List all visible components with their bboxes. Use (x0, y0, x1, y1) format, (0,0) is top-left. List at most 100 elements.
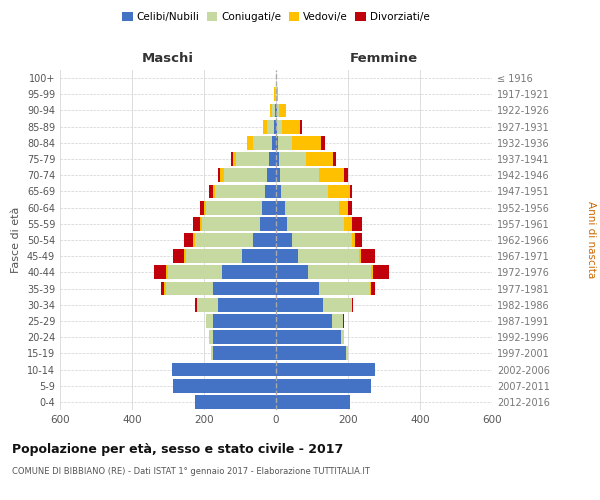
Bar (278, 136, 292, 149)
Bar (263, 120, 267, 134)
Bar (306, 152, 333, 166)
Bar (346, 346, 348, 360)
Bar (267, 168, 276, 182)
Bar (348, 200, 352, 214)
Bar (274, 120, 276, 134)
Bar (195, 233, 253, 247)
Bar (355, 233, 362, 247)
Bar (272, 136, 276, 149)
Bar (352, 217, 362, 230)
Bar (161, 282, 164, 296)
Bar (276, 395, 350, 409)
Bar (361, 250, 375, 263)
Bar (276, 330, 341, 344)
Bar (276, 120, 277, 134)
Bar (276, 217, 287, 230)
Bar (206, 200, 262, 214)
Bar (276, 266, 308, 280)
Bar (200, 200, 204, 214)
Bar (206, 314, 213, 328)
Bar (319, 168, 344, 182)
Bar (247, 136, 253, 149)
Bar (215, 184, 265, 198)
Bar (197, 298, 218, 312)
Bar (265, 184, 276, 198)
Bar (279, 152, 306, 166)
Bar (319, 282, 370, 296)
Text: Femmine: Femmine (350, 52, 418, 65)
Bar (184, 233, 193, 247)
Bar (276, 379, 371, 392)
Bar (184, 250, 186, 263)
Bar (272, 104, 275, 118)
Bar (267, 120, 274, 134)
Bar (209, 184, 213, 198)
Bar (200, 217, 202, 230)
Bar (332, 314, 343, 328)
Bar (274, 88, 275, 101)
Bar (328, 184, 350, 198)
Y-axis label: Fasce di età: Fasce di età (11, 207, 21, 273)
Bar (339, 200, 348, 214)
Legend: Celibi/Nubili, Coniugati/e, Vedovi/e, Divorziati/e: Celibi/Nubili, Coniugati/e, Vedovi/e, Di… (118, 8, 434, 26)
Bar (352, 233, 355, 247)
Bar (276, 362, 375, 376)
Bar (164, 282, 166, 296)
Bar (277, 104, 278, 118)
Bar (213, 330, 276, 344)
Text: Popolazione per età, sesso e stato civile - 2017: Popolazione per età, sesso e stato civil… (12, 442, 343, 456)
Bar (370, 282, 371, 296)
Bar (281, 184, 328, 198)
Bar (213, 314, 276, 328)
Bar (283, 120, 301, 134)
Bar (298, 250, 359, 263)
Bar (166, 282, 213, 296)
Bar (260, 217, 276, 230)
Bar (218, 298, 276, 312)
Bar (276, 168, 280, 182)
Bar (211, 346, 213, 360)
Bar (276, 282, 319, 296)
Bar (276, 200, 285, 214)
Bar (213, 184, 215, 198)
Bar (276, 346, 346, 360)
Bar (301, 120, 302, 134)
Bar (173, 250, 184, 263)
Bar (209, 330, 213, 344)
Bar (344, 217, 352, 230)
Bar (352, 298, 353, 312)
Bar (276, 314, 332, 328)
Bar (371, 282, 375, 296)
Bar (371, 266, 373, 280)
Bar (276, 250, 298, 263)
Bar (270, 104, 272, 118)
Bar (277, 88, 278, 101)
Bar (276, 233, 292, 247)
Bar (253, 136, 272, 149)
Bar (275, 104, 276, 118)
Bar (350, 184, 352, 198)
Text: Anni di nascita: Anni di nascita (586, 202, 596, 278)
Text: Maschi: Maschi (142, 52, 194, 65)
Bar (321, 136, 325, 149)
Bar (280, 168, 319, 182)
Bar (341, 330, 344, 344)
Bar (276, 136, 278, 149)
Bar (308, 266, 371, 280)
Bar (195, 298, 197, 312)
Bar (218, 168, 220, 182)
Bar (359, 250, 361, 263)
Text: COMUNE DI BIBBIANO (RE) - Dati ISTAT 1° gennaio 2017 - Elaborazione TUTTITALIA.I: COMUNE DI BIBBIANO (RE) - Dati ISTAT 1° … (12, 468, 370, 476)
Bar (373, 266, 389, 280)
Bar (168, 266, 222, 280)
Bar (276, 184, 281, 198)
Bar (276, 104, 277, 118)
Bar (222, 266, 276, 280)
Bar (287, 217, 344, 230)
Bar (269, 152, 276, 166)
Bar (154, 266, 166, 280)
Bar (344, 168, 348, 182)
Bar (236, 152, 269, 166)
Bar (166, 266, 168, 280)
Bar (253, 233, 276, 247)
